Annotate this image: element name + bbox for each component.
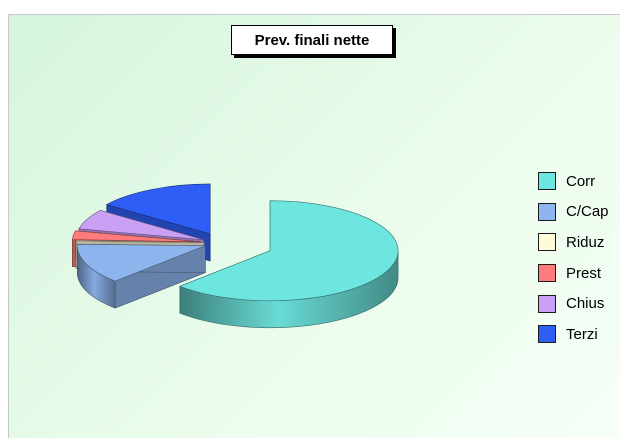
legend-item: Terzi (538, 319, 609, 350)
legend-label: C/Cap (566, 203, 609, 221)
slice-top-face (179, 200, 399, 302)
slice-top-face (75, 240, 205, 244)
legend-label: Chius (566, 295, 605, 313)
legend-label: Terzi (566, 325, 598, 343)
legend-swatch (538, 325, 556, 344)
legend-item: Corr (538, 166, 609, 197)
legend-swatch (538, 294, 556, 313)
legend-swatch (538, 172, 556, 191)
legend-swatch (538, 233, 556, 252)
legend-label: Prest (566, 264, 602, 282)
legend-item: C/Cap (538, 197, 609, 228)
chart-title: Prev. finali nette (231, 25, 393, 55)
legend-item: Riduz (538, 227, 609, 258)
slice-top-face (105, 183, 211, 235)
slice-top-face (71, 230, 201, 243)
legend: Corr C/Cap Riduz Prest Chius Terzi (538, 166, 609, 350)
legend-label: Riduz (566, 233, 605, 251)
slice-top-face (78, 210, 204, 241)
legend-swatch (538, 264, 556, 283)
slice-top-face (77, 243, 206, 282)
legend-item: Chius (538, 288, 609, 319)
legend-item: Prest (538, 258, 609, 289)
legend-swatch (538, 202, 556, 221)
pie-slice-corr (179, 200, 399, 329)
pie-slice-c-cap (76, 243, 206, 309)
legend-label: Corr (566, 172, 596, 190)
